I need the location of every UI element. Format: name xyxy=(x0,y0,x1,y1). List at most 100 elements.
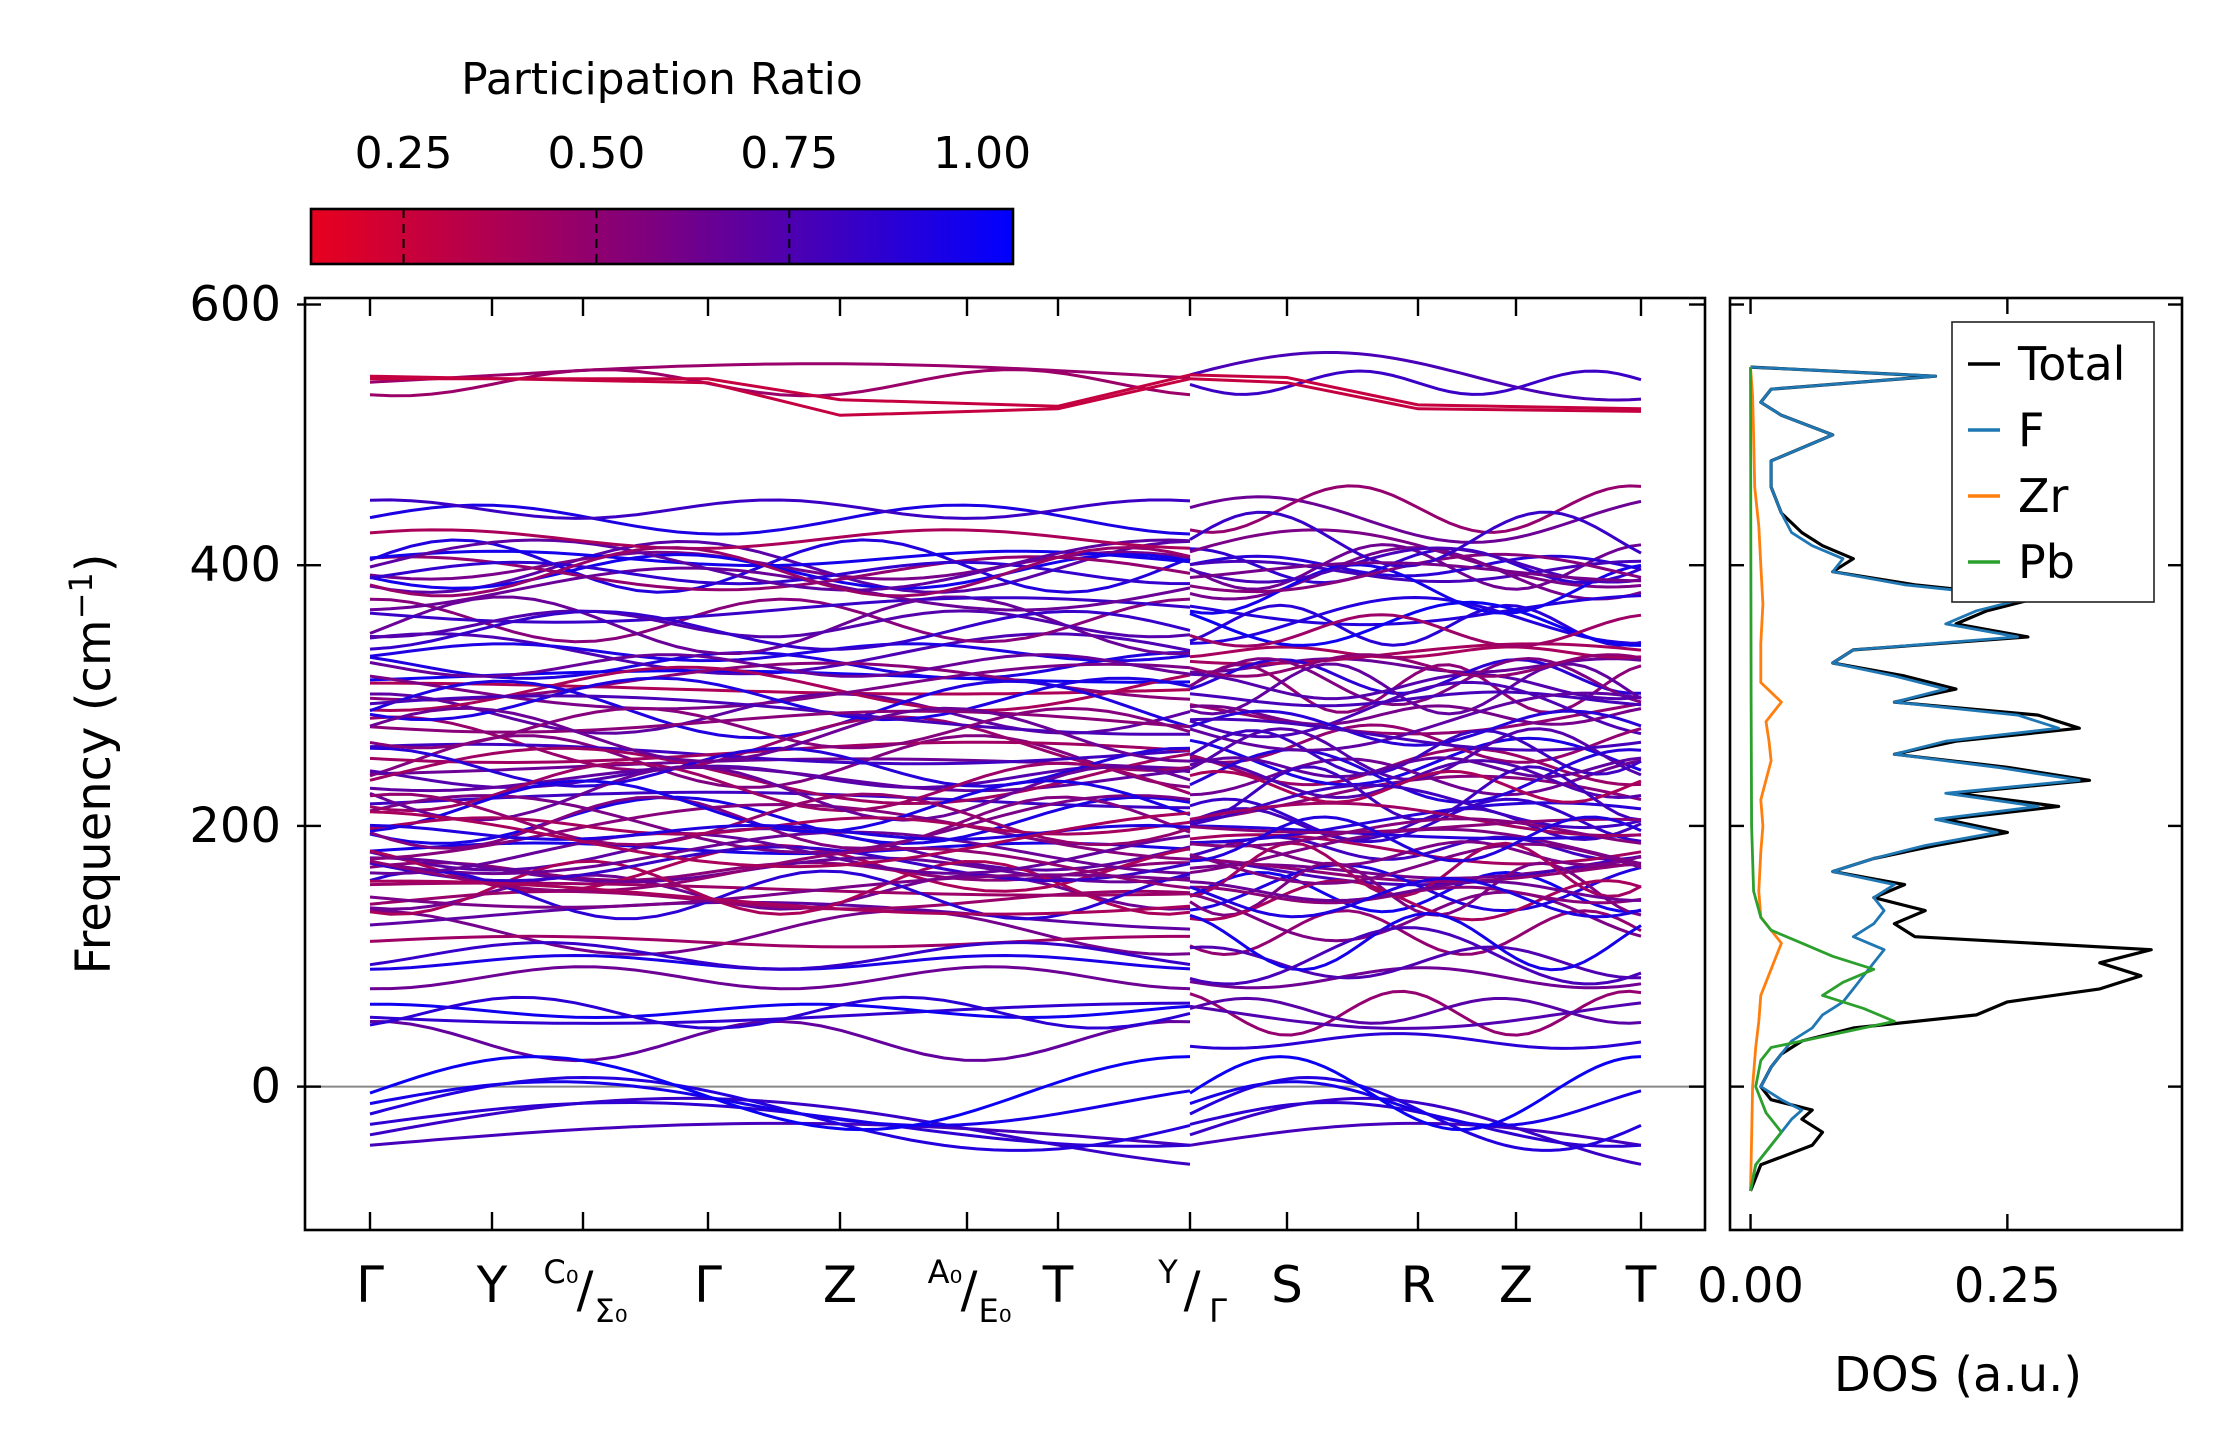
phonon-branch xyxy=(1189,801,1642,837)
phonon-branch xyxy=(1189,842,1642,885)
phonon-branch xyxy=(369,706,1191,763)
legend-label: F xyxy=(2018,403,2044,457)
kpoint-label: T xyxy=(1625,1256,1657,1314)
phonon-branch xyxy=(369,538,1191,594)
kpoint-label-slash: / xyxy=(1184,1261,1201,1319)
phonon-branch xyxy=(369,889,1191,911)
phonon-branch xyxy=(1189,603,1642,647)
phonon-branch xyxy=(369,779,1191,834)
colorbar-gradient xyxy=(309,207,1015,266)
legend-label: Pb xyxy=(2018,535,2075,589)
band-frame xyxy=(303,296,1707,1232)
dos-xtick-label: 0.25 xyxy=(1954,1258,2061,1314)
phonon-branch xyxy=(369,552,1191,590)
phonon-branch xyxy=(369,642,1191,663)
phonon-branch xyxy=(1189,351,1642,402)
phonon-branch xyxy=(1189,736,1642,787)
phonon-branch xyxy=(1189,817,1642,848)
phonon-branch xyxy=(1189,824,1642,841)
kpoint-label-slash: / xyxy=(577,1261,594,1319)
phonon-branch xyxy=(369,995,1191,1030)
phonon-branch xyxy=(1189,1032,1642,1050)
phonon-branch xyxy=(1189,656,1642,707)
phonon-branch xyxy=(1189,876,1642,919)
acoustic-branch xyxy=(1189,1080,1642,1128)
phonon-branch xyxy=(1189,758,1642,800)
phonon-branch xyxy=(369,676,1191,722)
phonon-branch xyxy=(369,596,1191,624)
phonon-branch xyxy=(1189,890,1642,943)
phonon-branch xyxy=(369,595,1191,656)
colorbar-tick-label: 0.75 xyxy=(740,128,838,179)
kpoint-label: Z xyxy=(823,1256,857,1314)
kpoint-label: Y xyxy=(476,1256,508,1314)
acoustic-branch xyxy=(1189,1055,1642,1132)
phonon-branch xyxy=(369,879,1191,916)
phonon-branch xyxy=(1189,510,1642,568)
colorbar-tick-label: 1.00 xyxy=(933,128,1031,179)
phonon-branch xyxy=(1189,765,1642,822)
phonon-branch xyxy=(1189,653,1642,678)
legend-box xyxy=(1951,321,2155,603)
phonon-branch xyxy=(369,831,1191,876)
phonon-branch xyxy=(1189,561,1642,583)
phonon-branch xyxy=(1189,594,1642,627)
phonon-branch xyxy=(370,681,1191,696)
phonon-branch xyxy=(369,934,1190,949)
phonon-bands xyxy=(369,351,1642,1166)
phonon-branch xyxy=(1189,783,1642,830)
band-ytick-label: 0 xyxy=(250,1059,281,1115)
phonon-branch xyxy=(369,847,1191,893)
phonon-branch xyxy=(369,653,1191,678)
phonon-branch xyxy=(1189,880,1642,903)
phonon-branch xyxy=(369,597,1191,644)
colorbar-title: Participation Ratio xyxy=(461,54,863,105)
phonon-branch xyxy=(1189,484,1642,534)
phonon-branch xyxy=(369,538,1191,592)
phonon-branch xyxy=(369,742,1191,766)
phonon-branch xyxy=(369,706,1191,750)
phonon-branch xyxy=(369,793,1191,854)
kpoint-label: Γ xyxy=(694,1256,722,1314)
phonon-branch xyxy=(1189,926,1642,986)
acoustic-branch xyxy=(1189,1121,1642,1147)
phonon-branch xyxy=(369,761,1191,813)
phonon-branch xyxy=(369,873,1191,909)
phonon-branch xyxy=(369,566,1191,612)
phonon-branch-top xyxy=(1189,377,1642,413)
phonon-branch xyxy=(1189,662,1642,716)
kpoint-label-slash: / xyxy=(961,1261,978,1319)
kpoint-label: T xyxy=(1042,1256,1074,1314)
colorbar-tick-label: 0.25 xyxy=(355,128,453,179)
kpoint-label-upper: A₀ xyxy=(928,1253,963,1291)
kpoint-label-upper: C₀ xyxy=(543,1253,578,1291)
phonon-branch xyxy=(1189,1001,1642,1030)
phonon-branch xyxy=(1189,879,1642,922)
phonon-branch xyxy=(1189,945,1641,980)
legend-label: Total xyxy=(2017,337,2125,391)
phonon-branch xyxy=(1189,861,1642,917)
phonon-branch xyxy=(369,941,1191,971)
dos-series-pb xyxy=(1749,367,1896,1192)
dos-legend: Total F Zr Pb xyxy=(1951,321,2155,603)
phonon-branch xyxy=(369,651,1191,680)
phonon-branch xyxy=(1189,863,1642,913)
phonon-branch xyxy=(369,368,1191,398)
phonon-branch xyxy=(369,830,1191,876)
kpoint-label: Z xyxy=(1499,1256,1533,1314)
phonon-branch xyxy=(1189,672,1642,701)
phonon-branch xyxy=(369,765,1191,793)
acoustic-branch xyxy=(369,1080,1191,1128)
phonon-branch xyxy=(369,609,1191,651)
phonon-branch xyxy=(369,909,1191,956)
phonon-branch-top xyxy=(370,373,1191,408)
acoustic-branch xyxy=(369,1121,1191,1147)
phonon-branch xyxy=(1189,600,1642,647)
phonon-branch xyxy=(1189,996,1642,1025)
phonon-branch xyxy=(1189,815,1642,863)
phonon-branch xyxy=(1189,841,1642,898)
phonon-branch xyxy=(1189,704,1642,726)
band-ytick-label: 600 xyxy=(189,277,281,333)
kpoint-label-lower: E₀ xyxy=(978,1292,1011,1330)
